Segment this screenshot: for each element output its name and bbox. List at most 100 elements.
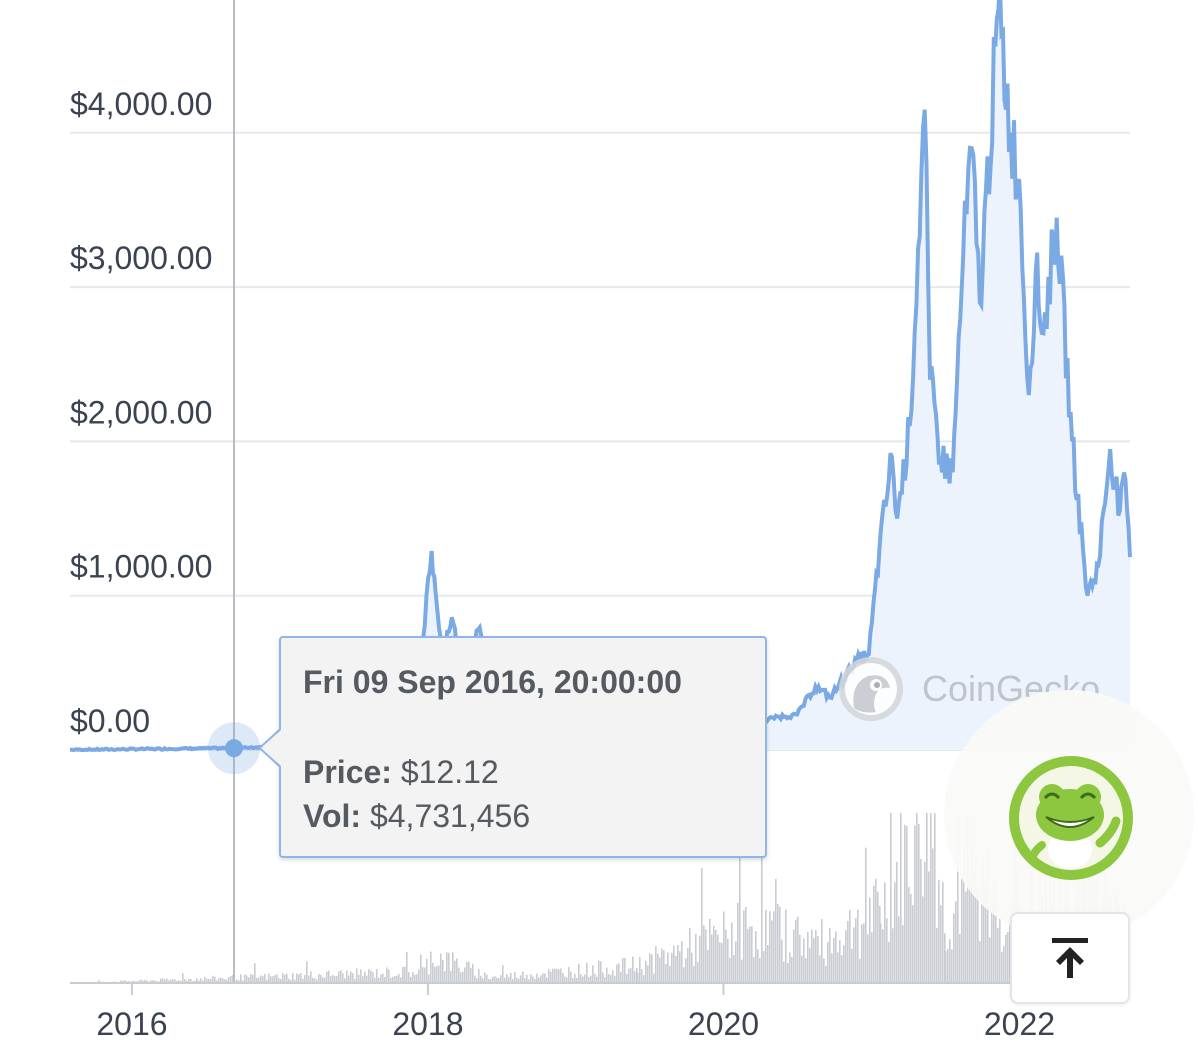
volume-bar: [216, 980, 218, 983]
volume-bar: [446, 952, 448, 983]
volume-bar: [388, 969, 390, 983]
volume-bar: [398, 973, 400, 983]
tooltip-price-value: $12.12: [400, 754, 499, 790]
volume-bar: [214, 976, 216, 983]
coingecko-logo-icon: [839, 657, 903, 721]
volume-bar: [186, 980, 188, 983]
volume-bar: [508, 976, 510, 983]
volume-bar: [602, 972, 604, 983]
volume-bar: [971, 842, 973, 983]
volume-bar: [993, 879, 995, 983]
volume-bar: [282, 973, 284, 983]
volume-bar: [366, 975, 368, 983]
volume-bar: [452, 952, 454, 983]
volume-bar: [238, 980, 240, 983]
volume-bar: [150, 980, 152, 983]
volume-bar: [791, 957, 793, 983]
volume-bar: [975, 860, 977, 983]
volume-bar: [272, 976, 274, 983]
volume-bar: [204, 976, 206, 983]
volume-bar: [562, 973, 564, 983]
volume-bar: [210, 979, 212, 983]
volume-bar: [164, 979, 166, 983]
volume-bar: [184, 979, 186, 983]
scroll-to-top-button[interactable]: [1010, 912, 1130, 1004]
volume-bar: [324, 977, 326, 983]
volume-bar: [916, 813, 918, 983]
volume-bar: [999, 918, 1001, 983]
volume-bar: [681, 941, 683, 983]
volume-bar: [594, 973, 596, 983]
volume-bar: [803, 938, 805, 983]
volume-bar: [745, 906, 747, 983]
volume-bar: [973, 868, 975, 983]
volume-bar: [450, 970, 452, 983]
volume-bar: [482, 978, 484, 983]
volume-bar: [590, 975, 592, 983]
volume-bar: [426, 958, 428, 983]
volume-bar: [749, 926, 751, 983]
volume-bar: [306, 961, 308, 983]
volume-bar: [408, 972, 410, 983]
volume-bar: [218, 978, 220, 983]
volume-bar: [880, 923, 882, 983]
volume-bar: [322, 977, 324, 983]
volume-bar: [795, 919, 797, 983]
volume-bar: [636, 967, 638, 983]
volume-bar: [486, 974, 488, 983]
volume-bar: [949, 939, 951, 983]
volume-bar: [374, 977, 376, 983]
volume-bar: [120, 980, 122, 983]
volume-bar: [194, 980, 196, 983]
volume-bar: [138, 980, 140, 983]
volume-bar: [132, 980, 134, 983]
volume-bar: [659, 957, 661, 983]
volume-bar: [673, 945, 675, 983]
volume-bar: [274, 975, 276, 983]
volume-bar: [142, 980, 144, 983]
volume-bar: [516, 977, 518, 983]
volume-bar: [671, 952, 673, 983]
volume-bar: [879, 905, 881, 983]
volume-bar: [368, 969, 370, 983]
volume-bar: [689, 928, 691, 983]
volume-bar: [926, 813, 928, 983]
volume-bar: [250, 974, 252, 983]
volume-bar: [637, 972, 639, 983]
volume-bar: [669, 965, 671, 983]
arrow-up-to-line-icon: [1052, 938, 1088, 978]
volume-bar: [146, 980, 148, 983]
volume-bar: [649, 953, 651, 983]
volume-bar: [653, 973, 655, 983]
volume-bar: [294, 979, 296, 983]
volume-bar: [981, 865, 983, 983]
volume-bar: [833, 937, 835, 983]
volume-bar: [514, 972, 516, 983]
volume-bar: [298, 974, 300, 983]
gecko-mascot-icon[interactable]: [1008, 755, 1134, 881]
volume-bar: [484, 972, 486, 983]
volume-bar: [675, 955, 677, 983]
volume-bar: [208, 978, 210, 983]
volume-bar: [898, 916, 900, 983]
volume-bar: [448, 952, 450, 983]
volume-bar: [420, 954, 422, 983]
volume-bar: [532, 976, 534, 983]
volume-bar: [634, 971, 636, 983]
volume-bar: [945, 951, 947, 983]
volume-bar: [855, 918, 857, 983]
volume-bar: [336, 975, 338, 983]
volume-bar: [270, 976, 272, 983]
volume-bar: [761, 813, 763, 983]
volume-bar: [779, 906, 781, 983]
volume-bar: [334, 976, 336, 983]
volume-bar: [719, 942, 721, 983]
volume-bar: [530, 974, 532, 983]
volume-bar: [781, 939, 783, 983]
volume-bar: [717, 935, 719, 983]
volume-bar: [544, 973, 546, 983]
volume-bar: [789, 952, 791, 983]
volume-bar: [947, 948, 949, 983]
volume-bar: [500, 975, 502, 983]
volume-bar: [871, 932, 873, 983]
